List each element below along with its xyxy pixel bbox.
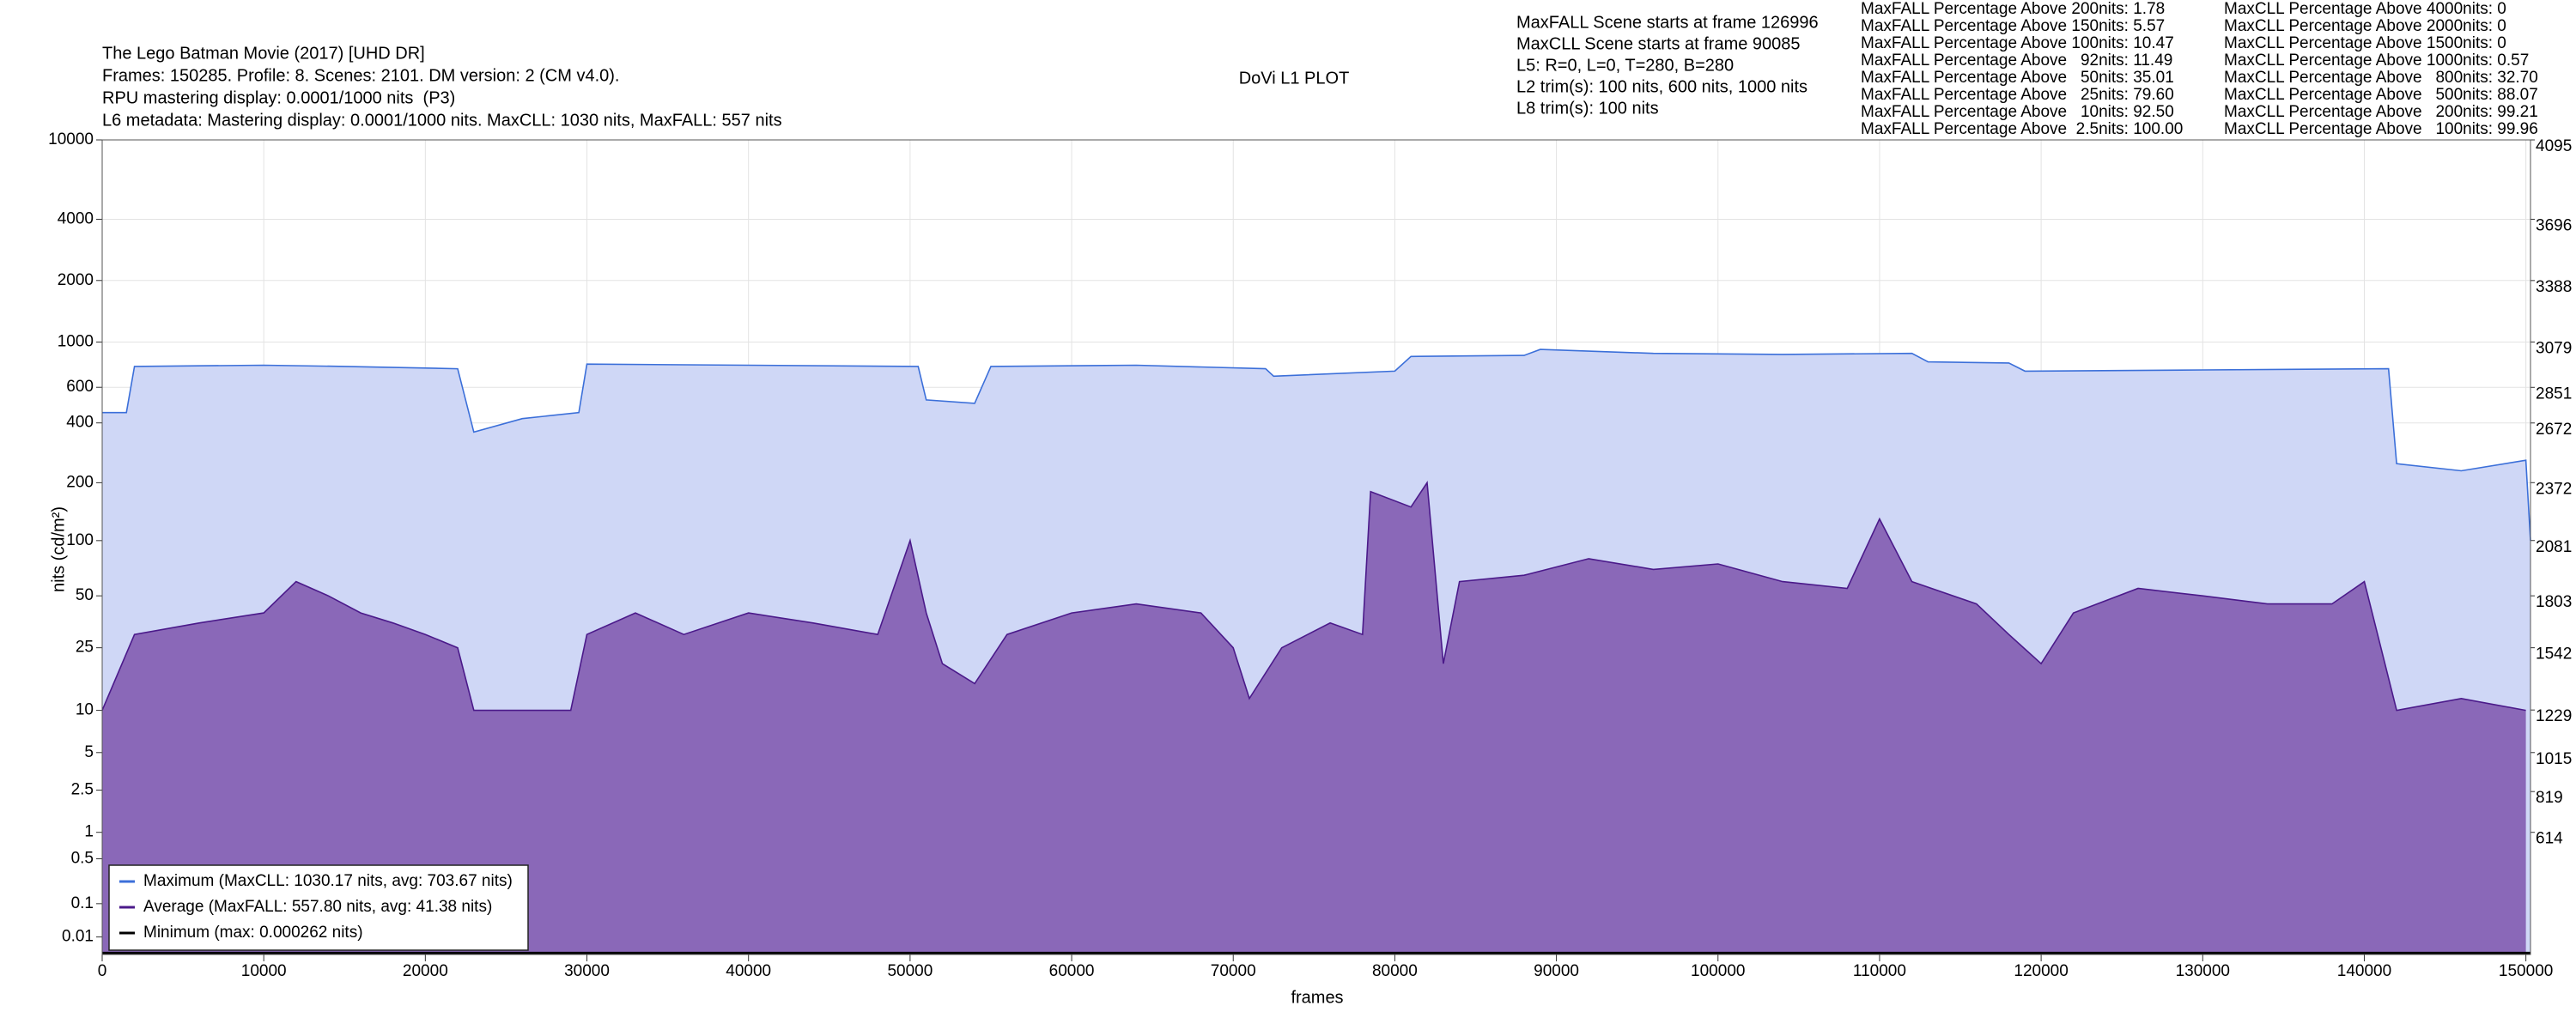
x-tick-label: 20000 [403,962,448,980]
y-tick-label: 600 [66,378,94,396]
maxcll-stat: MaxCLL Percentage Above 500nits: 88.07 [2224,86,2538,104]
y-tick-label: 1000 [58,333,94,351]
y2-tick-label: 3388 [2536,278,2572,296]
y-axis-label: nits (cd/m²) [49,506,68,592]
y-tick-label: 50 [76,586,94,604]
scene-line: MaxFALL Scene starts at frame 126996 [1516,13,1819,32]
maxcll-stat: MaxCLL Percentage Above 2000nits: 0 [2224,17,2506,35]
x-tick-label: 120000 [2014,962,2068,980]
x-tick-label: 70000 [1211,962,1256,980]
y2-tick-label: 1803 [2536,593,2572,611]
y-tick-label: 0.01 [62,928,94,946]
y2-tick-label: 3079 [2536,339,2572,357]
y2-tick-label: 2851 [2536,385,2572,403]
y2-tick-label: 4095 [2536,137,2572,155]
y-tick-label: 200 [66,473,94,491]
info-line: The Lego Batman Movie (2017) [UHD DR] [102,44,425,63]
maxfall-stat: MaxFALL Percentage Above 200nits: 1.78 [1861,0,2165,18]
y-tick-label: 25 [76,639,94,657]
x-tick-label: 40000 [726,962,771,980]
y2-tick-label: 1015 [2536,750,2572,768]
y2-tick-label: 1229 [2536,707,2572,725]
y-tick-label: 10000 [48,130,94,148]
scene-line: L8 trim(s): 100 nits [1516,99,1659,118]
y-tick-label: 2000 [58,271,94,289]
chart-title: DoVi L1 PLOT [1239,69,1350,88]
x-tick-label: 100000 [1691,962,1745,980]
legend-label: Minimum (max: 0.000262 nits) [143,924,363,942]
y-tick-label: 1 [84,823,94,841]
y2-tick-label: 1542 [2536,645,2572,663]
x-tick-label: 30000 [564,962,610,980]
x-tick-label: 10000 [241,962,287,980]
x-tick-label: 150000 [2499,962,2553,980]
maxcll-stat: MaxCLL Percentage Above 800nits: 32.70 [2224,69,2538,87]
x-tick-label: 90000 [1534,962,1579,980]
info-line: Frames: 150285. Profile: 8. Scenes: 2101… [102,66,619,85]
legend-label: Average (MaxFALL: 557.80 nits, avg: 41.3… [143,898,492,916]
maxcll-stat: MaxCLL Percentage Above 100nits: 99.96 [2224,120,2538,138]
maxcll-stat: MaxCLL Percentage Above 1500nits: 0 [2224,34,2506,52]
x-tick-label: 0 [98,962,107,980]
maxcll-stat: MaxCLL Percentage Above 200nits: 99.21 [2224,103,2538,121]
y-tick-label: 10 [76,701,94,719]
y-tick-label: 0.5 [71,850,94,868]
x-tick-label: 60000 [1049,962,1095,980]
y-tick-label: 400 [66,414,94,432]
y-tick-label: 5 [84,743,94,761]
y2-tick-label: 2372 [2536,480,2572,498]
y2-tick-label: 3696 [2536,216,2572,234]
info-line: RPU mastering display: 0.0001/1000 nits … [102,88,455,107]
y2-tick-label: 819 [2536,789,2563,807]
maxfall-stat: MaxFALL Percentage Above 25nits: 79.60 [1861,86,2174,104]
x-axis-label: frames [1291,988,1343,1007]
x-tick-label: 50000 [887,962,933,980]
y2-tick-label: 2672 [2536,421,2572,439]
y-tick-label: 0.1 [71,894,94,912]
x-tick-label: 140000 [2337,962,2391,980]
maxfall-stat: MaxFALL Percentage Above 50nits: 35.01 [1861,69,2174,87]
x-tick-label: 80000 [1372,962,1418,980]
maxfall-stat: MaxFALL Percentage Above 10nits: 92.50 [1861,103,2174,121]
info-line: L6 metadata: Mastering display: 0.0001/1… [102,111,782,130]
line [102,348,2531,541]
maxfall-stat: MaxFALL Percentage Above 100nits: 10.47 [1861,34,2174,52]
line [101,481,2526,712]
plot-frame [101,139,2531,955]
maxfall-stat: MaxFALL Percentage Above 150nits: 5.57 [1861,17,2165,35]
scene-line: L5: R=0, L=0, T=280, B=280 [1516,56,1734,75]
maxcll-stat: MaxCLL Percentage Above 1000nits: 0.57 [2224,52,2529,70]
legend-box [108,864,529,951]
y-tick-label: 4000 [58,209,94,227]
area [102,482,2526,954]
scene-line: L2 trim(s): 100 nits, 600 nits, 1000 nit… [1516,77,1807,96]
y2-tick-label: 614 [2536,830,2563,848]
x-tick-label: 130000 [2176,962,2230,980]
y-tick-label: 2.5 [71,781,94,799]
legend-label: Maximum (MaxCLL: 1030.17 nits, avg: 703.… [143,872,513,890]
maxfall-stat: MaxFALL Percentage Above 2.5nits: 100.00 [1861,120,2183,138]
maxcll-stat: MaxCLL Percentage Above 4000nits: 0 [2224,0,2506,18]
x-tick-label: 110000 [1853,962,1906,980]
y-tick-label: 100 [66,531,94,549]
y2-tick-label: 2081 [2536,538,2572,556]
scene-line: MaxCLL Scene starts at frame 90085 [1516,34,1801,53]
maxfall-stat: MaxFALL Percentage Above 92nits: 11.49 [1861,52,2172,70]
